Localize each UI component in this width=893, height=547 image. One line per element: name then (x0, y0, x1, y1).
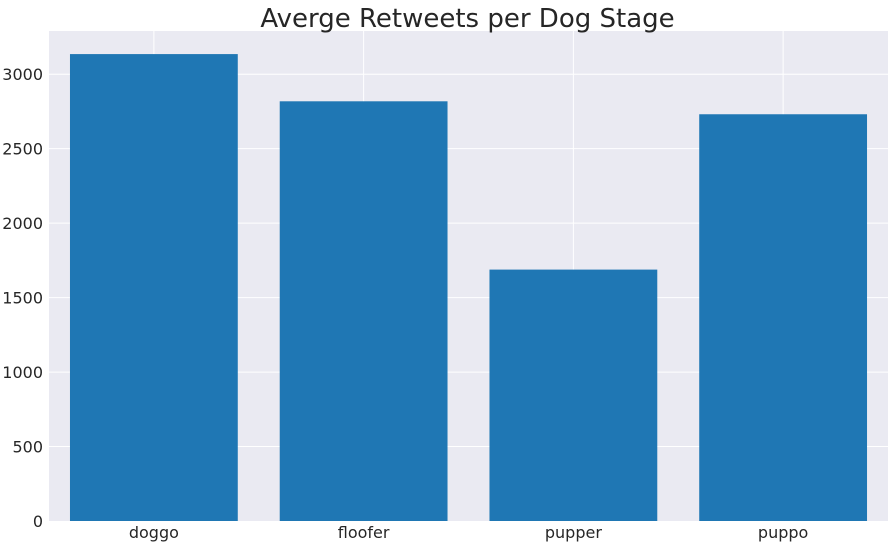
y-tick-label: 3000 (2, 65, 43, 84)
y-axis-tick-labels: 0 500 1000 1500 2000 2500 3000 (2, 65, 43, 531)
y-tick-label: 2500 (2, 140, 43, 159)
x-tick-label-puppo: puppo (758, 523, 808, 542)
y-tick-label: 500 (12, 438, 43, 457)
bar-puppo (699, 114, 868, 522)
y-tick-label: 2000 (2, 214, 43, 233)
chart-title: Averge Retweets per Dog Stage (260, 4, 674, 34)
x-axis-tick-labels: doggo floofer pupper puppo (129, 523, 808, 542)
x-tick-label-doggo: doggo (129, 523, 179, 542)
y-tick-label: 1000 (2, 363, 43, 382)
x-tick-label-pupper: pupper (545, 523, 602, 542)
bar-floofer (279, 101, 448, 521)
bar-pupper (489, 269, 658, 521)
bar-doggo (69, 54, 238, 521)
y-tick-label: 0 (33, 512, 43, 531)
y-tick-label: 1500 (2, 289, 43, 308)
x-tick-label-floofer: floofer (338, 523, 390, 542)
bars (69, 54, 868, 522)
